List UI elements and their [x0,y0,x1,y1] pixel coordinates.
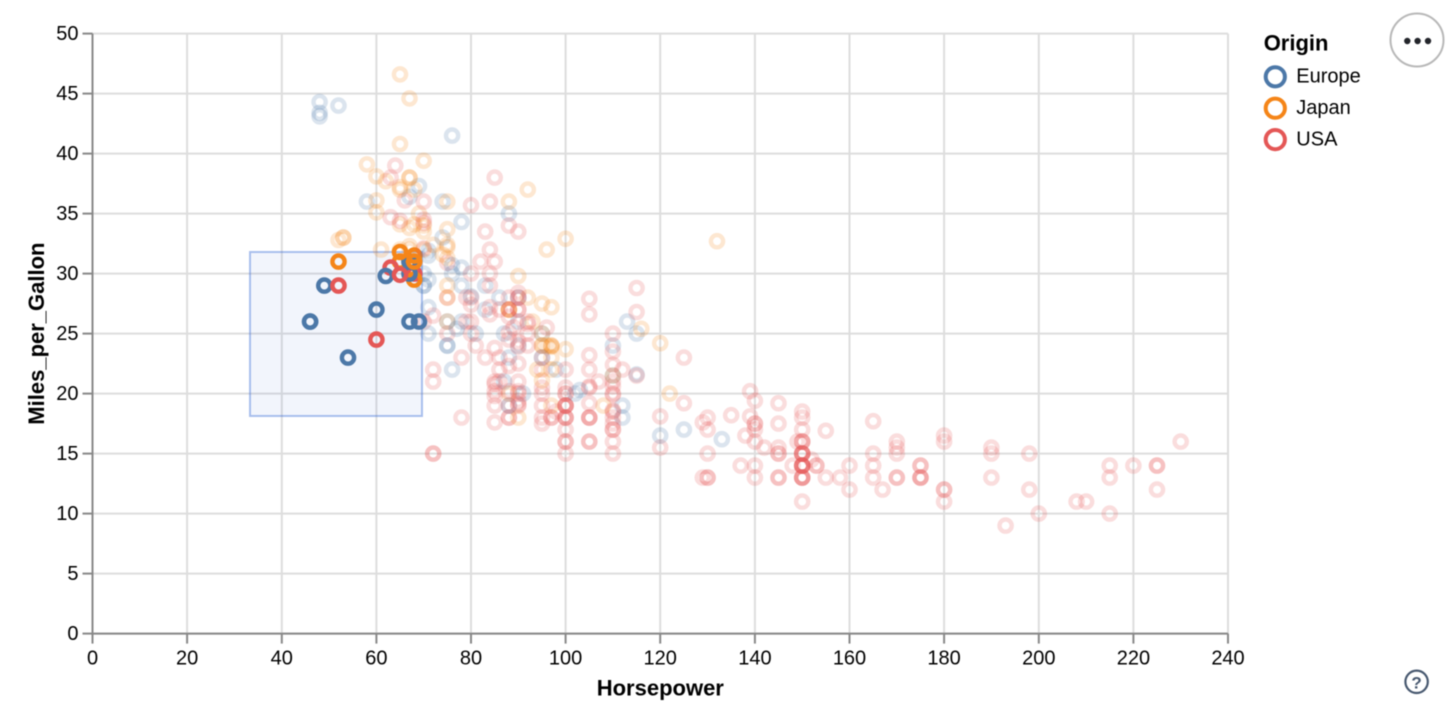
svg-text:45: 45 [56,83,78,105]
svg-text:40: 40 [56,143,78,165]
svg-text:40: 40 [271,648,293,670]
svg-text:220: 220 [1117,648,1150,670]
svg-text:60: 60 [365,648,387,670]
svg-text:100: 100 [549,648,582,670]
svg-text:120: 120 [644,648,677,670]
svg-text:180: 180 [927,648,960,670]
svg-text:140: 140 [738,648,771,670]
svg-text:0: 0 [67,623,78,645]
svg-text:35: 35 [56,203,78,225]
svg-text:Horsepower: Horsepower [597,676,725,701]
svg-text:0: 0 [87,648,98,670]
svg-text:Origin: Origin [1264,31,1329,56]
svg-text:50: 50 [56,23,78,45]
svg-text:USA: USA [1296,128,1338,150]
svg-text:20: 20 [176,648,198,670]
svg-text:160: 160 [833,648,866,670]
svg-text:5: 5 [67,563,78,585]
svg-text:Miles_per_Gallon: Miles_per_Gallon [24,243,49,425]
svg-text:Japan: Japan [1296,97,1351,119]
svg-text:30: 30 [56,263,78,285]
svg-text:240: 240 [1211,648,1244,670]
svg-text:10: 10 [56,503,78,525]
svg-text:?: ? [1411,674,1421,693]
svg-text:25: 25 [56,323,78,345]
svg-text:20: 20 [56,383,78,405]
svg-text:80: 80 [460,648,482,670]
svg-text:15: 15 [56,443,78,465]
svg-text:Europe: Europe [1296,66,1361,88]
svg-text:200: 200 [1022,648,1055,670]
